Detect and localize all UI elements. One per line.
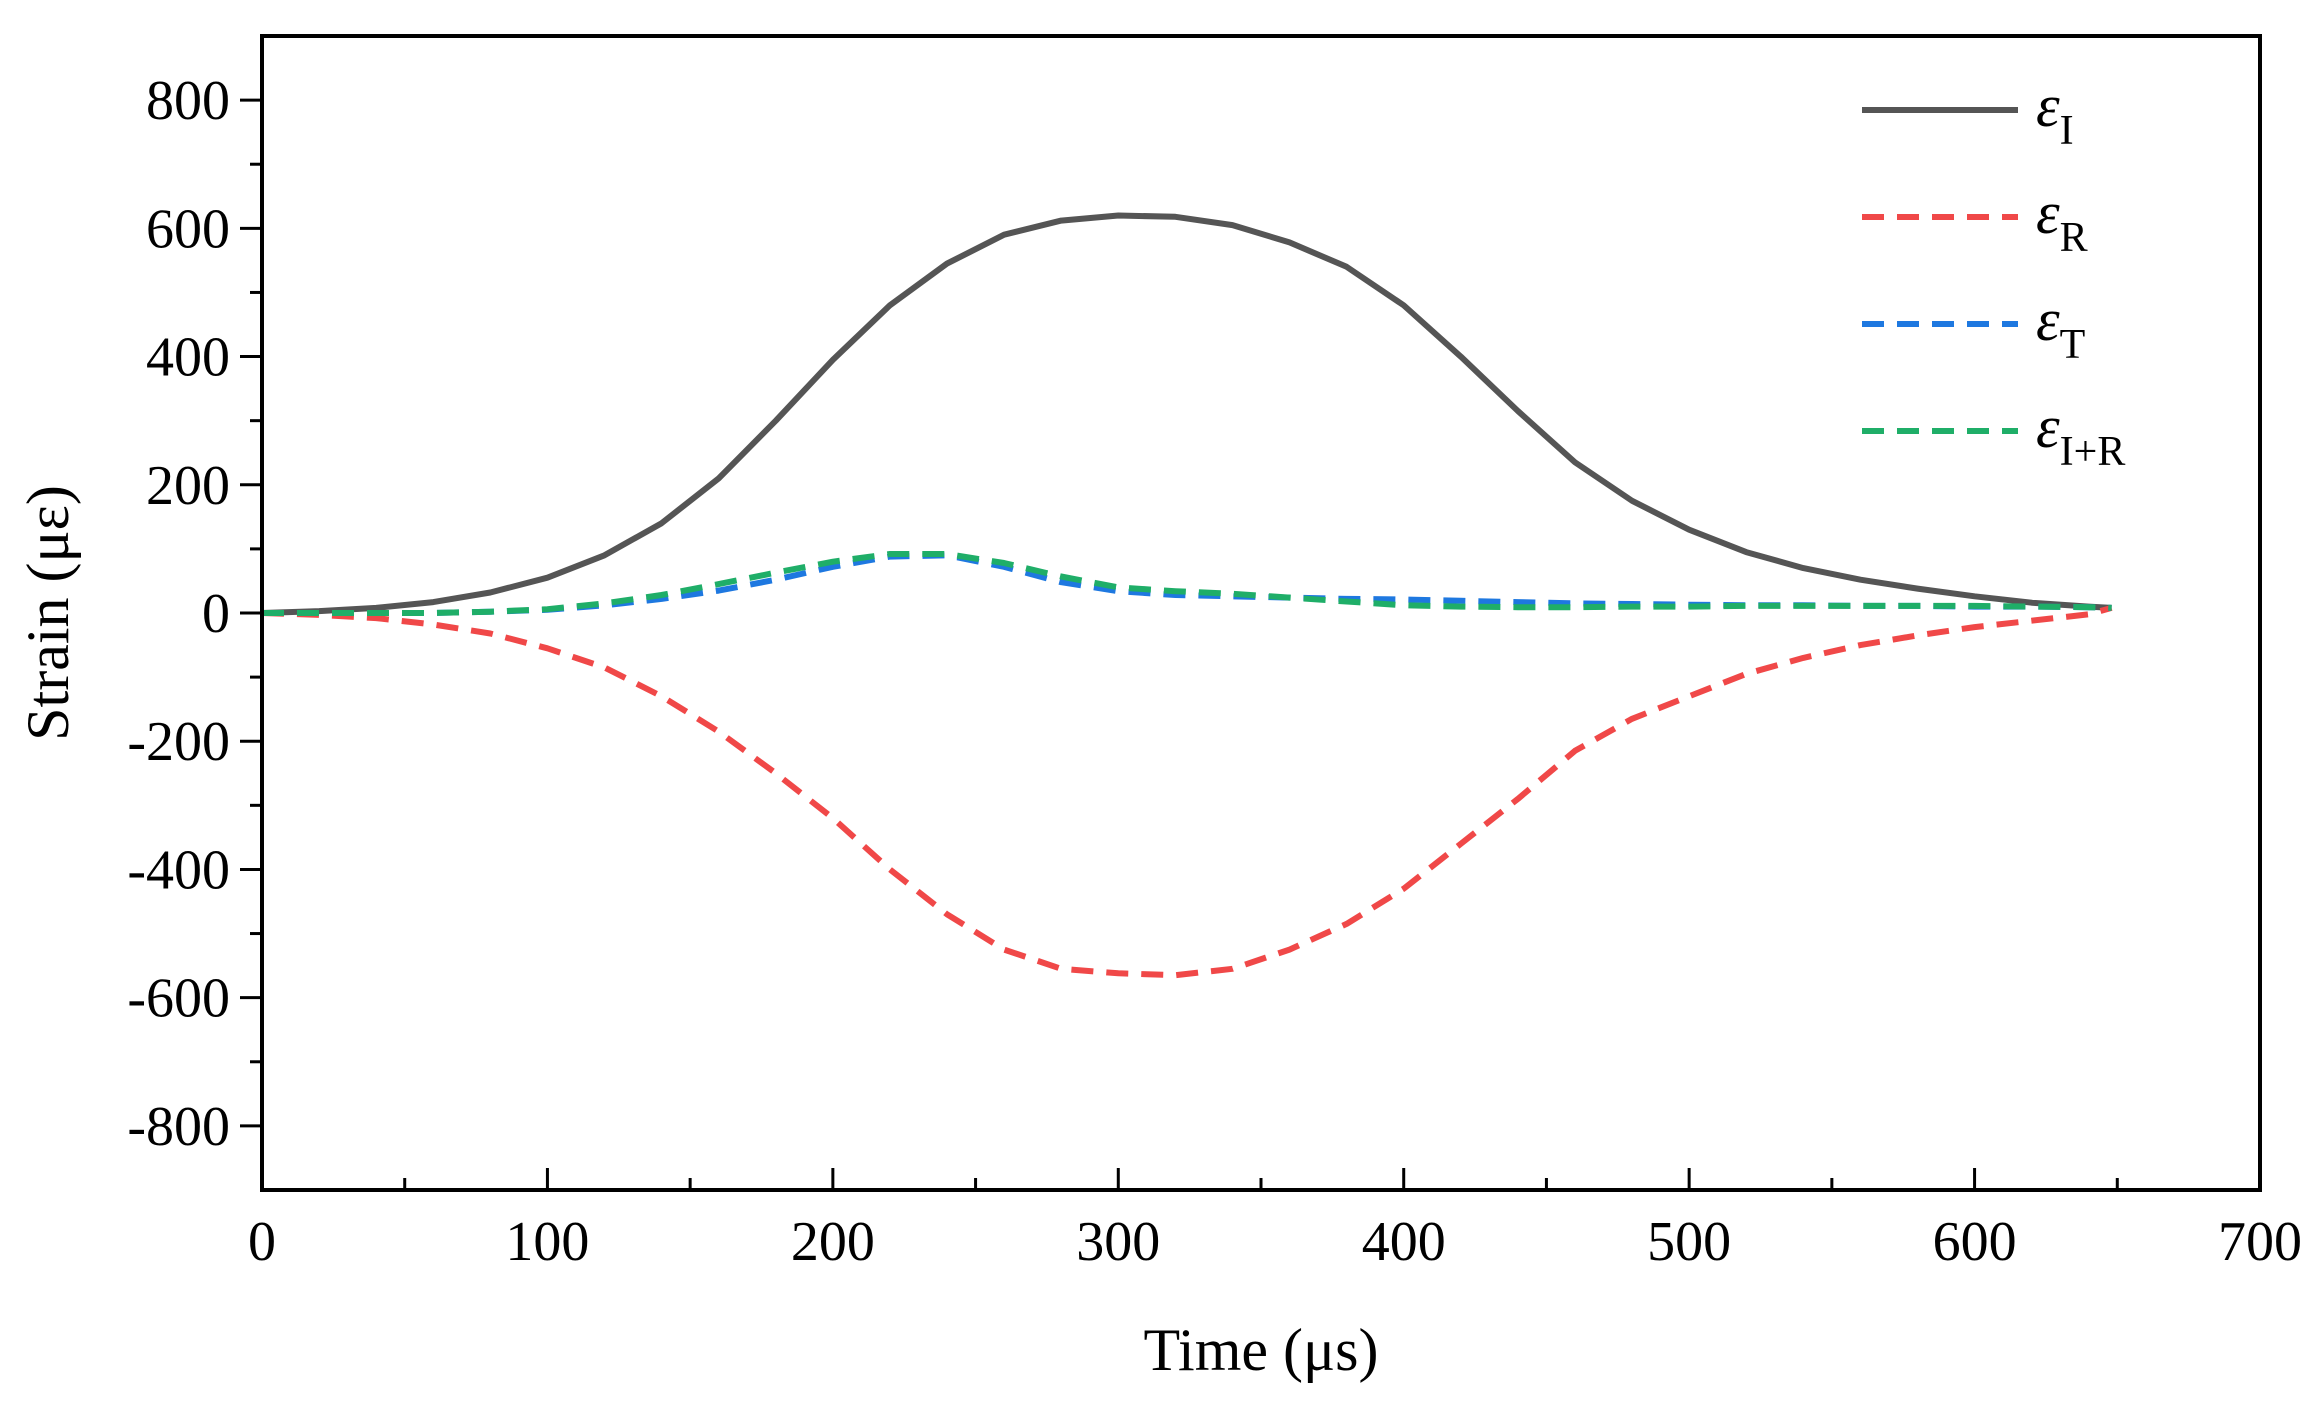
series-line-1 bbox=[261, 212, 2112, 616]
series-line-2 bbox=[261, 605, 2113, 979]
x-tick-label: 100 bbox=[505, 1211, 589, 1273]
legend-label-1: εI bbox=[2036, 73, 2074, 154]
legend-label-4: εI+R bbox=[2036, 394, 2125, 475]
y-tick-label: -400 bbox=[127, 839, 230, 901]
x-tick-label: 400 bbox=[1362, 1211, 1446, 1273]
legend-label-3: εT bbox=[2036, 287, 2085, 368]
y-tick-label: 400 bbox=[146, 327, 230, 389]
legend: εI εR εT εI+R bbox=[1862, 73, 2125, 475]
x-tick-label: 300 bbox=[1076, 1211, 1160, 1273]
x-axis-ticks bbox=[260, 1168, 2262, 1190]
y-tick-label: -800 bbox=[127, 1096, 230, 1158]
y-axis-tick-labels: -800 -600 -400 -200 0 200 400 600 800 bbox=[127, 70, 230, 1158]
x-tick-label: 500 bbox=[1647, 1211, 1731, 1273]
x-axis-label: Time (μs) bbox=[1144, 1317, 1379, 1383]
x-tick-label: 0 bbox=[248, 1211, 276, 1273]
series-line-4 bbox=[262, 551, 2112, 616]
series-lines bbox=[261, 212, 2113, 979]
x-tick-label: 600 bbox=[1933, 1211, 2017, 1273]
x-tick-label: 700 bbox=[2218, 1211, 2302, 1273]
y-tick-label: 200 bbox=[146, 455, 230, 517]
x-tick-label: 200 bbox=[791, 1211, 875, 1273]
y-axis-ticks bbox=[240, 98, 262, 1128]
x-axis-tick-labels: 0 100 200 300 400 500 600 700 bbox=[248, 1211, 2302, 1273]
legend-label-2: εR bbox=[2036, 180, 2088, 261]
y-axis-label: Strain (με) bbox=[15, 485, 81, 741]
y-tick-label: -600 bbox=[127, 968, 230, 1030]
y-tick-label: 600 bbox=[146, 198, 230, 260]
y-tick-label: 800 bbox=[146, 70, 230, 132]
y-tick-label: -200 bbox=[127, 711, 230, 773]
y-tick-label: 0 bbox=[202, 583, 230, 645]
plot-frame bbox=[260, 34, 2262, 1192]
